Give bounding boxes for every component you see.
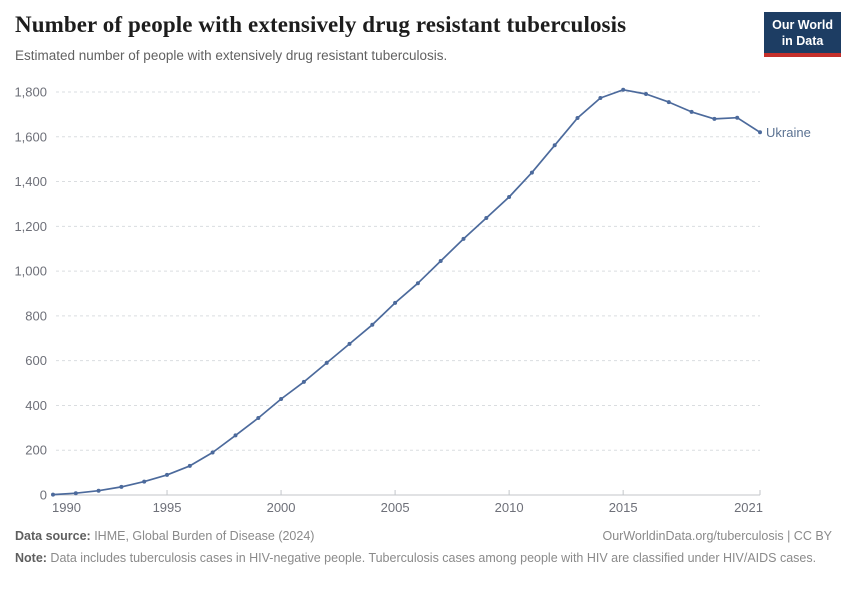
y-tick-label: 800 <box>25 308 47 323</box>
data-point-1997 <box>210 450 215 455</box>
data-point-2019 <box>712 116 717 121</box>
note-label: Note: <box>15 551 47 565</box>
x-tick-label: 2005 <box>381 500 410 515</box>
data-point-2000 <box>279 397 284 401</box>
data-point-2001 <box>301 379 306 384</box>
data-point-1994 <box>142 479 147 484</box>
data-point-2011 <box>529 170 534 175</box>
data-point-1999 <box>256 416 261 420</box>
data-point-2020 <box>735 115 740 120</box>
data-point-1998 <box>233 433 238 438</box>
line-ukraine <box>52 88 761 496</box>
data-point-1990 <box>51 492 55 497</box>
page-subtitle: Estimated number of people with extensiv… <box>15 48 448 63</box>
data-point-1991 <box>73 491 78 496</box>
data-point-2010 <box>507 195 512 199</box>
data-point-2014 <box>598 96 603 100</box>
y-tick-label: 600 <box>25 353 47 368</box>
data-source: Data source: IHME, Global Burden of Dise… <box>15 529 314 543</box>
data-point-1995 <box>165 472 169 477</box>
data-source-label: Data source: <box>15 529 91 543</box>
data-point-2016 <box>644 92 648 96</box>
x-tick-label: 2010 <box>495 500 524 515</box>
x-tick-label: 1990 <box>52 500 81 515</box>
x-tick-label: 2021 <box>734 500 763 515</box>
y-tick-label: 1,000 <box>14 264 47 279</box>
y-tick-label: 200 <box>25 443 47 458</box>
data-point-2015 <box>621 87 626 92</box>
page-title: Number of people with extensively drug r… <box>15 12 627 37</box>
y-tick-label: 400 <box>25 398 47 413</box>
data-point-2013 <box>575 116 580 120</box>
data-point-2004 <box>370 322 375 327</box>
data-point-1996 <box>187 463 192 468</box>
data-point-2012 <box>552 143 557 148</box>
series-label-ukraine: Ukraine <box>766 125 811 140</box>
x-tick-label: 2000 <box>267 500 296 515</box>
y-tick-label: 1,800 <box>14 85 47 100</box>
data-point-2006 <box>415 281 420 286</box>
data-point-2021 <box>758 130 762 135</box>
chart-canvas: 0 200 400 600 800 1,000 1,200 1,400 1,600 1,800 19… <box>14 85 811 516</box>
y-tick-label: 1,600 <box>14 129 47 144</box>
citation-link[interactable]: OurWorldinData.org/tuberculosis | CC BY <box>602 529 833 543</box>
y-tick-label: 1,200 <box>14 219 47 234</box>
note-text: Data includes tuberculosis cases in HIV-… <box>46 551 817 565</box>
chart-footer: Data source: IHME, Global Burden of Dise… <box>15 529 832 543</box>
chart-note: Note: Data includes tuberculosis cases i… <box>15 550 817 566</box>
owid-logo: Our World in Data <box>764 12 841 57</box>
data-point-2018 <box>689 109 694 114</box>
data-point-1993 <box>119 484 124 489</box>
data-source-text: IHME, Global Burden of Disease (2024) <box>90 529 315 543</box>
data-point-2005 <box>393 300 398 305</box>
data-point-2007 <box>438 259 443 263</box>
y-tick-label: 0 <box>40 488 47 503</box>
data-point-2017 <box>666 100 671 105</box>
line-chart: 0 200 400 600 800 1,000 1,200 1,400 1,600 1,800 19… <box>14 85 811 516</box>
y-tick-label: 1,400 <box>14 174 47 189</box>
x-tick-label: 1995 <box>153 500 182 515</box>
data-point-1992 <box>96 488 101 493</box>
data-point-2003 <box>347 341 352 346</box>
data-point-2009 <box>484 216 489 220</box>
x-tick-label: 2015 <box>609 500 638 515</box>
owid-logo-line1: Our World <box>772 18 833 32</box>
data-point-2008 <box>461 236 466 241</box>
owid-logo-line2: in Data <box>781 34 824 49</box>
data-point-2002 <box>324 360 329 365</box>
